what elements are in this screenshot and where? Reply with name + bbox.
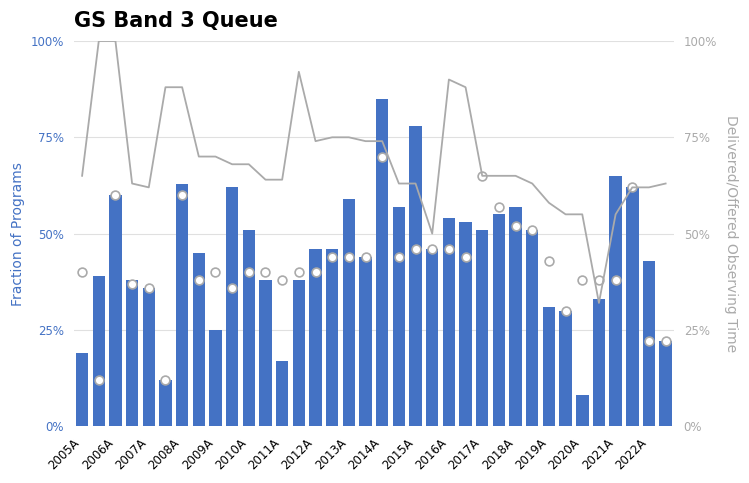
Bar (276, 361, 288, 426)
Point (393, 253, 405, 260)
Point (226, 284, 238, 291)
Bar (592, 299, 605, 426)
Point (309, 268, 321, 276)
Bar (293, 280, 305, 426)
Point (610, 276, 622, 284)
Bar (142, 287, 155, 426)
Bar (76, 353, 88, 426)
Bar (176, 184, 189, 426)
Point (293, 268, 305, 276)
Bar (659, 341, 672, 426)
Y-axis label: Fraction of Programs: Fraction of Programs (11, 162, 25, 306)
Bar (543, 307, 555, 426)
Bar (243, 230, 255, 426)
Point (376, 153, 388, 160)
Point (460, 253, 472, 260)
Point (493, 203, 505, 211)
Point (509, 222, 521, 230)
Bar (109, 195, 121, 426)
Bar (126, 280, 139, 426)
Point (343, 253, 355, 260)
Bar (376, 99, 389, 426)
Point (143, 284, 155, 291)
Point (109, 191, 121, 199)
Bar (443, 218, 455, 426)
Bar (259, 280, 272, 426)
Point (476, 172, 488, 180)
Bar (493, 214, 505, 426)
Point (259, 268, 271, 276)
Bar (409, 126, 422, 426)
Bar (643, 260, 655, 426)
Point (160, 376, 172, 384)
Point (126, 280, 138, 287)
Point (443, 245, 455, 253)
Bar (226, 187, 238, 426)
Point (576, 276, 588, 284)
Bar (93, 276, 105, 426)
Point (593, 276, 605, 284)
Bar (426, 249, 438, 426)
Y-axis label: Delivered/Offered Observing Time: Delivered/Offered Observing Time (724, 115, 738, 352)
Point (276, 276, 288, 284)
Bar (576, 396, 589, 426)
Bar (509, 207, 522, 426)
Bar (342, 199, 355, 426)
Point (192, 276, 204, 284)
Point (660, 338, 672, 345)
Point (643, 338, 655, 345)
Bar (360, 256, 372, 426)
Bar (459, 222, 472, 426)
Point (426, 245, 438, 253)
Bar (560, 311, 571, 426)
Bar (160, 380, 172, 426)
Bar (326, 249, 339, 426)
Bar (209, 330, 222, 426)
Bar (626, 187, 639, 426)
Bar (476, 230, 488, 426)
Point (243, 268, 255, 276)
Point (176, 191, 188, 199)
Point (543, 256, 555, 264)
Bar (610, 176, 622, 426)
Point (210, 268, 222, 276)
Bar (526, 230, 539, 426)
Point (360, 253, 372, 260)
Bar (309, 249, 322, 426)
Point (326, 253, 338, 260)
Point (76, 268, 88, 276)
Bar (192, 253, 205, 426)
Point (527, 226, 539, 234)
Bar (392, 207, 405, 426)
Point (626, 184, 638, 191)
Point (560, 307, 571, 314)
Point (93, 376, 105, 384)
Text: GS Band 3 Queue: GS Band 3 Queue (73, 11, 278, 31)
Point (410, 245, 422, 253)
